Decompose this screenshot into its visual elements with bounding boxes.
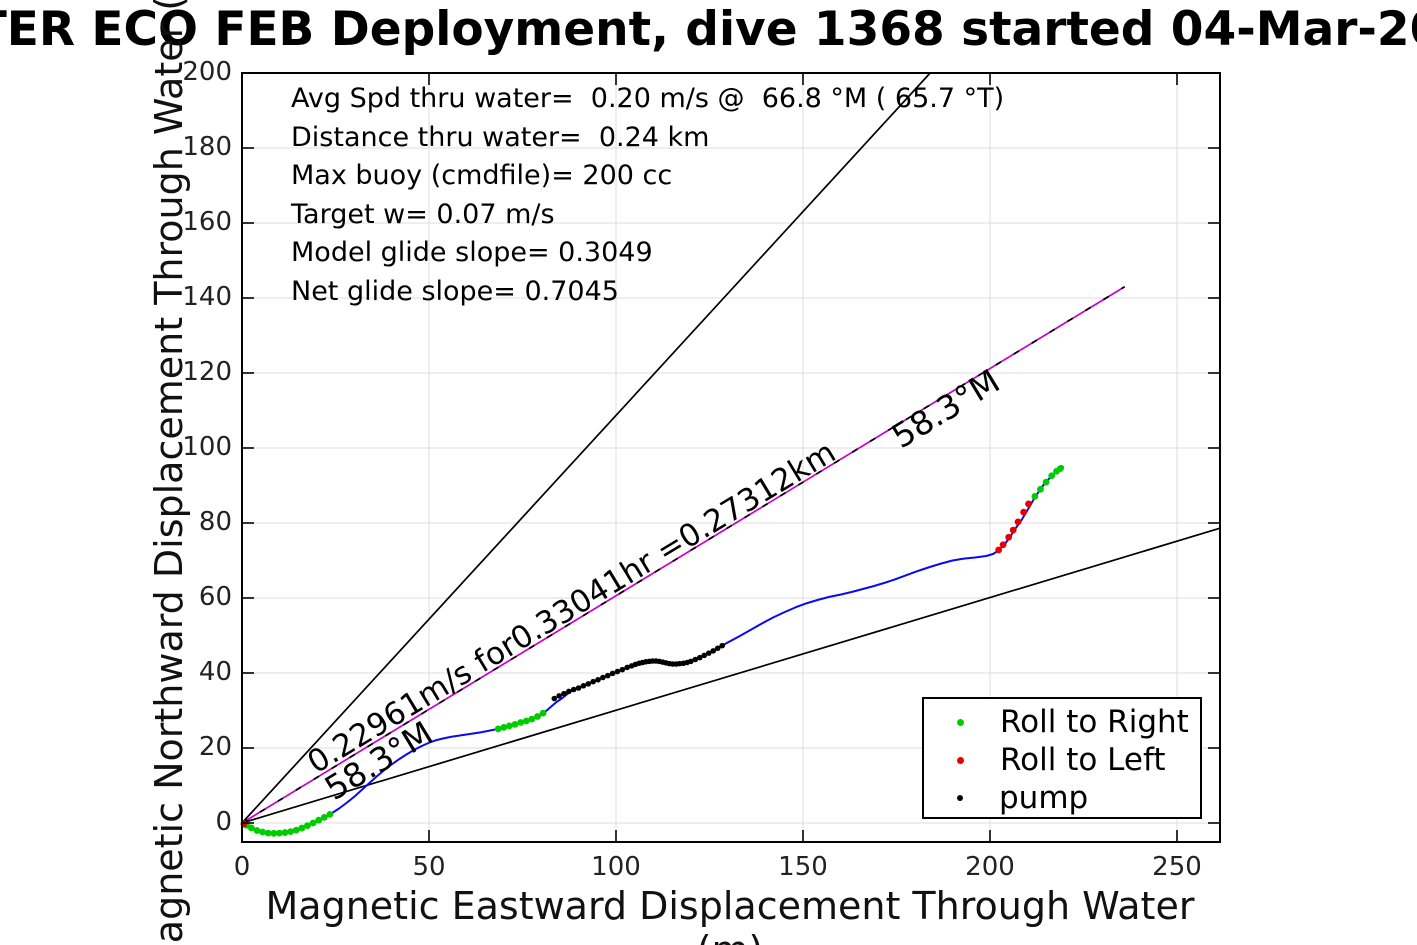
y-tick-label: 160 (182, 206, 232, 237)
legend-label: Roll to Left (1000, 742, 1166, 778)
y-tick-label: 140 (182, 281, 232, 312)
y-tick-label: 100 (182, 431, 232, 462)
x-tick-label: 200 (965, 852, 1015, 882)
annotation-line: Distance thru water= 0.24 km (291, 121, 710, 153)
legend-label: Roll to Right (1000, 704, 1189, 740)
pump-marker-icon (957, 795, 963, 801)
annotation-line: Max buoy (cmdfile)= 200 cc (291, 160, 673, 191)
legend-label: pump (999, 780, 1089, 816)
x-tick-label: 150 (778, 852, 828, 882)
annotation-line: Avg Spd thru water= 0.20 m/s @ 66.8 °M (… (291, 83, 1005, 114)
y-axis-label: Magnetic Northward Displacement Through … (147, 0, 191, 945)
x-tick-label: 0 (233, 852, 251, 882)
figure-title: TER ECO FEB Deployment, dive 1368 starte… (0, 2, 1417, 57)
annotation-line: Net glide slope= 0.7045 (291, 275, 619, 307)
x-tick-label: 250 (1152, 852, 1202, 882)
x-tick-label: 100 (591, 852, 641, 882)
legend-row-roll-left: Roll to Left (924, 741, 1200, 779)
roll-right-marker-icon (957, 718, 964, 726)
x-tick-label: 50 (412, 852, 446, 882)
x-axis-label: Magnetic Eastward Displacement Through W… (265, 884, 1195, 945)
annotation-line: Target w= 0.07 m/s (291, 198, 555, 230)
annotation-block: Avg Spd thru water= 0.20 m/s @ 66.8 °M (… (291, 80, 1004, 311)
y-tick-label: 20 (198, 731, 232, 762)
y-tick-label: 180 (182, 131, 232, 162)
y-tick-label: 80 (198, 506, 232, 537)
y-tick-label: 40 (198, 656, 232, 687)
legend-row-pump: pump (924, 779, 1200, 817)
annotation-line: Model glide slope= 0.3049 (291, 237, 653, 268)
y-tick-label: 60 (198, 581, 232, 612)
y-tick-label: 0 (215, 806, 232, 837)
roll-left-marker-icon (957, 756, 964, 764)
legend-row-roll-right: Roll to Right (924, 703, 1200, 741)
y-tick-label: 200 (182, 57, 232, 87)
y-tick-label: 120 (182, 356, 232, 387)
legend: Roll to Right Roll to Left pump (922, 697, 1202, 819)
